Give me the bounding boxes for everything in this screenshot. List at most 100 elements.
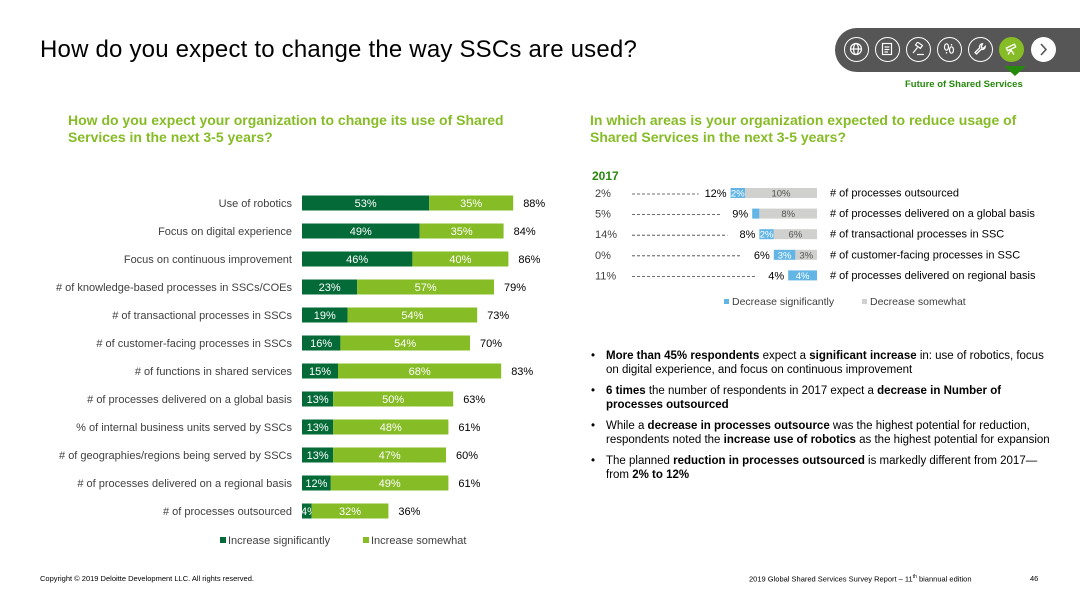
year-2017-value: 11% [595, 270, 616, 282]
finding-text: as the highest potential for expansion [855, 433, 1050, 446]
bar-segment [333, 447, 446, 463]
bar-segment [788, 270, 817, 281]
bar-total-label: 70% [480, 338, 502, 350]
bar-segment [302, 391, 334, 407]
bar-segment [311, 503, 389, 519]
bar-segment [419, 223, 504, 239]
category-label: Use of robotics [219, 198, 293, 210]
bar-segment [302, 363, 338, 379]
bar-value-label: 32% [339, 506, 361, 518]
bar-total-label: 60% [456, 450, 478, 462]
bar-total-label: 9% [732, 209, 748, 221]
bar-value-label: 49% [350, 226, 372, 238]
bar-value-label: 4% [796, 271, 810, 282]
bar-value-label: 23% [319, 282, 341, 294]
legend-label: Decrease significantly [732, 296, 835, 308]
finding-emphasis: decrease in Number of processes outsourc… [606, 385, 1002, 411]
copyright-text: Copyright © 2019 Deloitte Development LL… [40, 574, 254, 583]
finding-text: in: use of robotics, focus on digital ex… [606, 350, 1044, 376]
bar-total-label: 86% [518, 254, 540, 266]
section-label: Future of Shared Services [905, 79, 1023, 90]
bar-value-label: 53% [355, 198, 377, 210]
globe-icon[interactable] [844, 37, 869, 62]
bar-total-label: 73% [487, 310, 509, 322]
bar-value-label: 35% [451, 226, 473, 238]
telescope-icon[interactable] [999, 37, 1024, 62]
bar-segment [302, 419, 334, 435]
bar-segment [338, 363, 502, 379]
bar-value-label: 16% [310, 338, 332, 350]
finding-text: While a [606, 420, 648, 432]
legend-swatch [862, 299, 867, 304]
year-2017-value: 14% [595, 229, 617, 241]
bar-segment [730, 188, 745, 198]
category-label: # of processes outsourced [830, 188, 959, 200]
bar-total-label: 84% [514, 226, 536, 238]
key-findings-list: More than 45% respondents expect a signi… [590, 350, 1050, 490]
bar-segment [347, 307, 478, 323]
bar-segment [333, 419, 449, 435]
page-number: 46 [1030, 574, 1039, 583]
bar-segment [302, 475, 331, 491]
finding-emphasis: significant increase [809, 350, 917, 362]
category-label: Focus on continuous improvement [124, 254, 292, 266]
finding-emphasis: More than 45% respondents [606, 350, 760, 362]
year-2017-value: 5% [595, 209, 611, 221]
bar-segment [429, 195, 514, 211]
bar-value-label: 3% [778, 250, 792, 261]
category-label: # of customer-facing processes in SSC [830, 249, 1020, 261]
category-label: % of internal business units served by S… [76, 422, 292, 434]
bar-value-label: 15% [309, 366, 331, 378]
finding-item: While a decrease in processes outsource … [590, 420, 1050, 447]
increase-chart: Use of robotics 53% 35% 88% Focus on digital… [56, 195, 545, 547]
left-chart-heading: How do you expect your organization to c… [68, 112, 504, 145]
category-label: # of processes delivered on regional bas… [830, 270, 1036, 282]
bar-segment [302, 223, 420, 239]
bar-value-label: 54% [401, 310, 423, 322]
legend-swatch [724, 299, 729, 304]
finding-text: was the highest potential for reduction,… [606, 420, 1030, 446]
finding-text: is markedly different from 2017—from [606, 455, 1038, 481]
bar-segment [302, 195, 430, 211]
wrench-icon[interactable] [968, 37, 993, 62]
finding-text: the number of respondents in 2017 expect… [645, 385, 878, 397]
bar-total-label: 61% [458, 478, 480, 490]
legend-swatch [363, 537, 369, 543]
gavel-icon[interactable] [906, 37, 931, 62]
bar-segment [302, 335, 341, 351]
category-label: # of processes delivered on a regional b… [77, 478, 292, 490]
bar-segment [759, 229, 774, 240]
bar-value-label: 49% [379, 478, 401, 490]
finding-item: More than 45% respondents expect a signi… [590, 350, 1050, 377]
finding-emphasis: 2% to 12% [632, 468, 690, 481]
report-title-prefix: 2019 Global Shared Services Survey Repor… [749, 574, 913, 584]
category-label: # of customer-facing processes in SSCs [96, 338, 292, 350]
chevron-right-icon [1040, 43, 1048, 56]
bar-value-label: 3% [799, 250, 813, 261]
category-label: # of processes outsourced [163, 506, 292, 518]
year-2017-value: 2% [595, 188, 611, 200]
bar-total-label: 63% [463, 394, 485, 406]
legend-swatch [220, 537, 226, 543]
bar-value-label: 48% [380, 422, 402, 434]
bar-segment [745, 188, 817, 198]
category-label: Focus on digital experience [158, 226, 292, 238]
bar-segment [773, 249, 796, 260]
category-label: # of knowledge-based processes in SSCs/C… [56, 282, 293, 294]
category-label: # of transactional processes in SSCs [112, 310, 292, 322]
bar-value-label: 2% [731, 189, 745, 200]
bar-value-label: 2% [760, 230, 774, 241]
finding-emphasis: 6 times [606, 385, 646, 397]
decrease-chart: 2017 2% 12% 2% 10% # of processes outsourced 5… [592, 169, 1036, 308]
bar-segment [302, 447, 334, 463]
bar-total-label: 79% [504, 282, 526, 294]
bar-segment [759, 208, 817, 219]
year-2017-value: 0% [595, 250, 611, 262]
bar-segment [357, 279, 494, 295]
right-chart-heading: In which areas is your organization expe… [590, 112, 1017, 145]
document-icon[interactable] [875, 37, 900, 62]
finding-text: The planned [606, 455, 674, 467]
next-page-button[interactable] [1031, 37, 1056, 62]
footprints-icon[interactable] [937, 37, 962, 62]
bar-value-label: 54% [394, 338, 416, 350]
